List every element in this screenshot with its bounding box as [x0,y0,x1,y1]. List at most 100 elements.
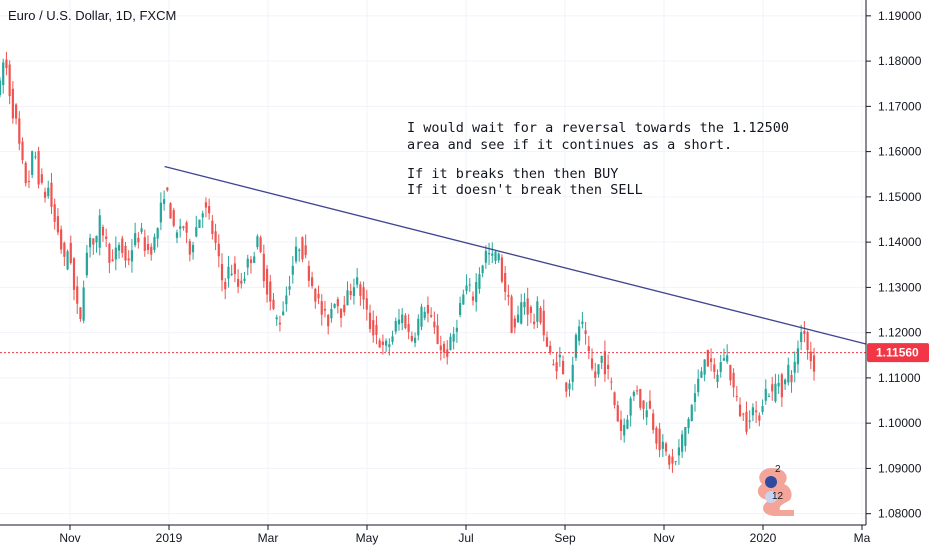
y-tick-label: 1.19000 [878,9,922,23]
candle-body [108,243,111,263]
candle-body [8,64,11,97]
candle-body [571,364,574,382]
candle-body [85,252,88,276]
candle-body [664,443,668,452]
candle-body [652,413,655,430]
candle-body [487,253,491,255]
candle-body [703,359,706,375]
candle-body [780,374,783,398]
event-count-2: 12 [772,491,784,502]
candle-body [336,299,339,307]
candle-body [275,317,278,320]
candle-body [594,371,597,378]
candle-body [800,332,803,343]
candle-body [793,361,796,373]
candle-body [507,294,510,297]
y-tick-label: 1.12000 [878,326,922,340]
candle-body [278,322,282,325]
candle-body [5,59,8,69]
candle-body [558,354,561,358]
candle-body [198,219,201,228]
candle-body [169,203,172,219]
candle-body [265,268,269,295]
candle-body [555,362,558,372]
x-tick-label: 2019 [156,531,183,545]
candle-body [452,334,455,342]
candle-body [748,420,751,422]
candle-body [146,243,150,251]
candle-body [166,187,169,191]
candle-body [812,355,816,372]
candle-body [690,405,693,422]
candle-body [172,210,175,226]
economic-event-markers[interactable]: 2 12 [757,464,794,516]
candle-body [671,456,674,464]
candle-body [352,287,356,297]
candle-body [439,345,442,351]
y-axis[interactable]: 1.19000 1.18000 1.17000 1.16000 1.15000 1.140… [866,9,922,521]
candle-body [298,249,301,251]
candle-body [433,321,436,328]
candle-body [114,247,117,260]
candle-body [375,324,378,335]
candle-body [66,251,69,270]
candle-body [204,202,208,208]
candle-body [301,237,304,260]
candle-body [658,428,661,451]
candle-body [327,314,330,327]
candle-body [359,284,362,296]
candle-body [111,259,114,262]
candle-body [31,151,34,175]
candle-body [709,358,713,363]
candle-body [481,265,484,274]
candle-body [291,265,294,275]
candle-body [574,334,578,358]
candle-body [468,284,471,286]
candle-body [98,215,101,248]
candle-body [201,213,204,218]
candle-body [288,286,291,290]
candle-body [578,326,581,341]
candle-body [790,374,793,383]
candle-body [661,441,664,449]
candle-body [349,290,352,296]
candle-body [491,253,494,256]
annotation-line-2: area and see if it continues as a short. [407,137,732,153]
event-count-1: 2 [775,464,781,475]
candle-body [162,199,166,204]
candle-body [137,237,140,243]
candle-body [230,273,233,275]
candle-body [796,348,800,365]
candle-body [426,305,430,314]
candle-body [755,410,758,413]
candle-body [533,321,536,325]
candle-body [0,80,2,96]
candle-body [407,324,410,333]
candle-body [2,62,5,86]
candle-body [545,337,549,347]
candle-body [304,245,307,256]
candle-body [552,364,555,366]
candle-body [343,304,346,313]
trendline[interactable] [164,165,867,345]
candle-body [175,232,179,238]
candle-body [565,382,568,392]
candle-body [47,187,50,197]
candle-body [185,222,188,233]
candle-body [333,303,336,308]
annotation-line-4: If it doesn't break then SELL [407,182,643,198]
candle-body [767,395,771,397]
candle-body [24,162,27,184]
annotation-text: I would wait for a reversal towards the … [407,120,789,198]
x-axis[interactable]: Nov 2019 Mar May Jul Sep Nov 2020 Ma [59,525,871,545]
candle-body [240,280,243,284]
candle-body [539,307,542,323]
candle-body [619,419,623,431]
y-tick-label: 1.15000 [878,190,922,204]
candle-body [388,344,391,347]
candle-body [195,227,198,237]
candle-body [117,245,121,251]
y-tick-label: 1.16000 [878,145,922,159]
candle-body [590,358,594,369]
